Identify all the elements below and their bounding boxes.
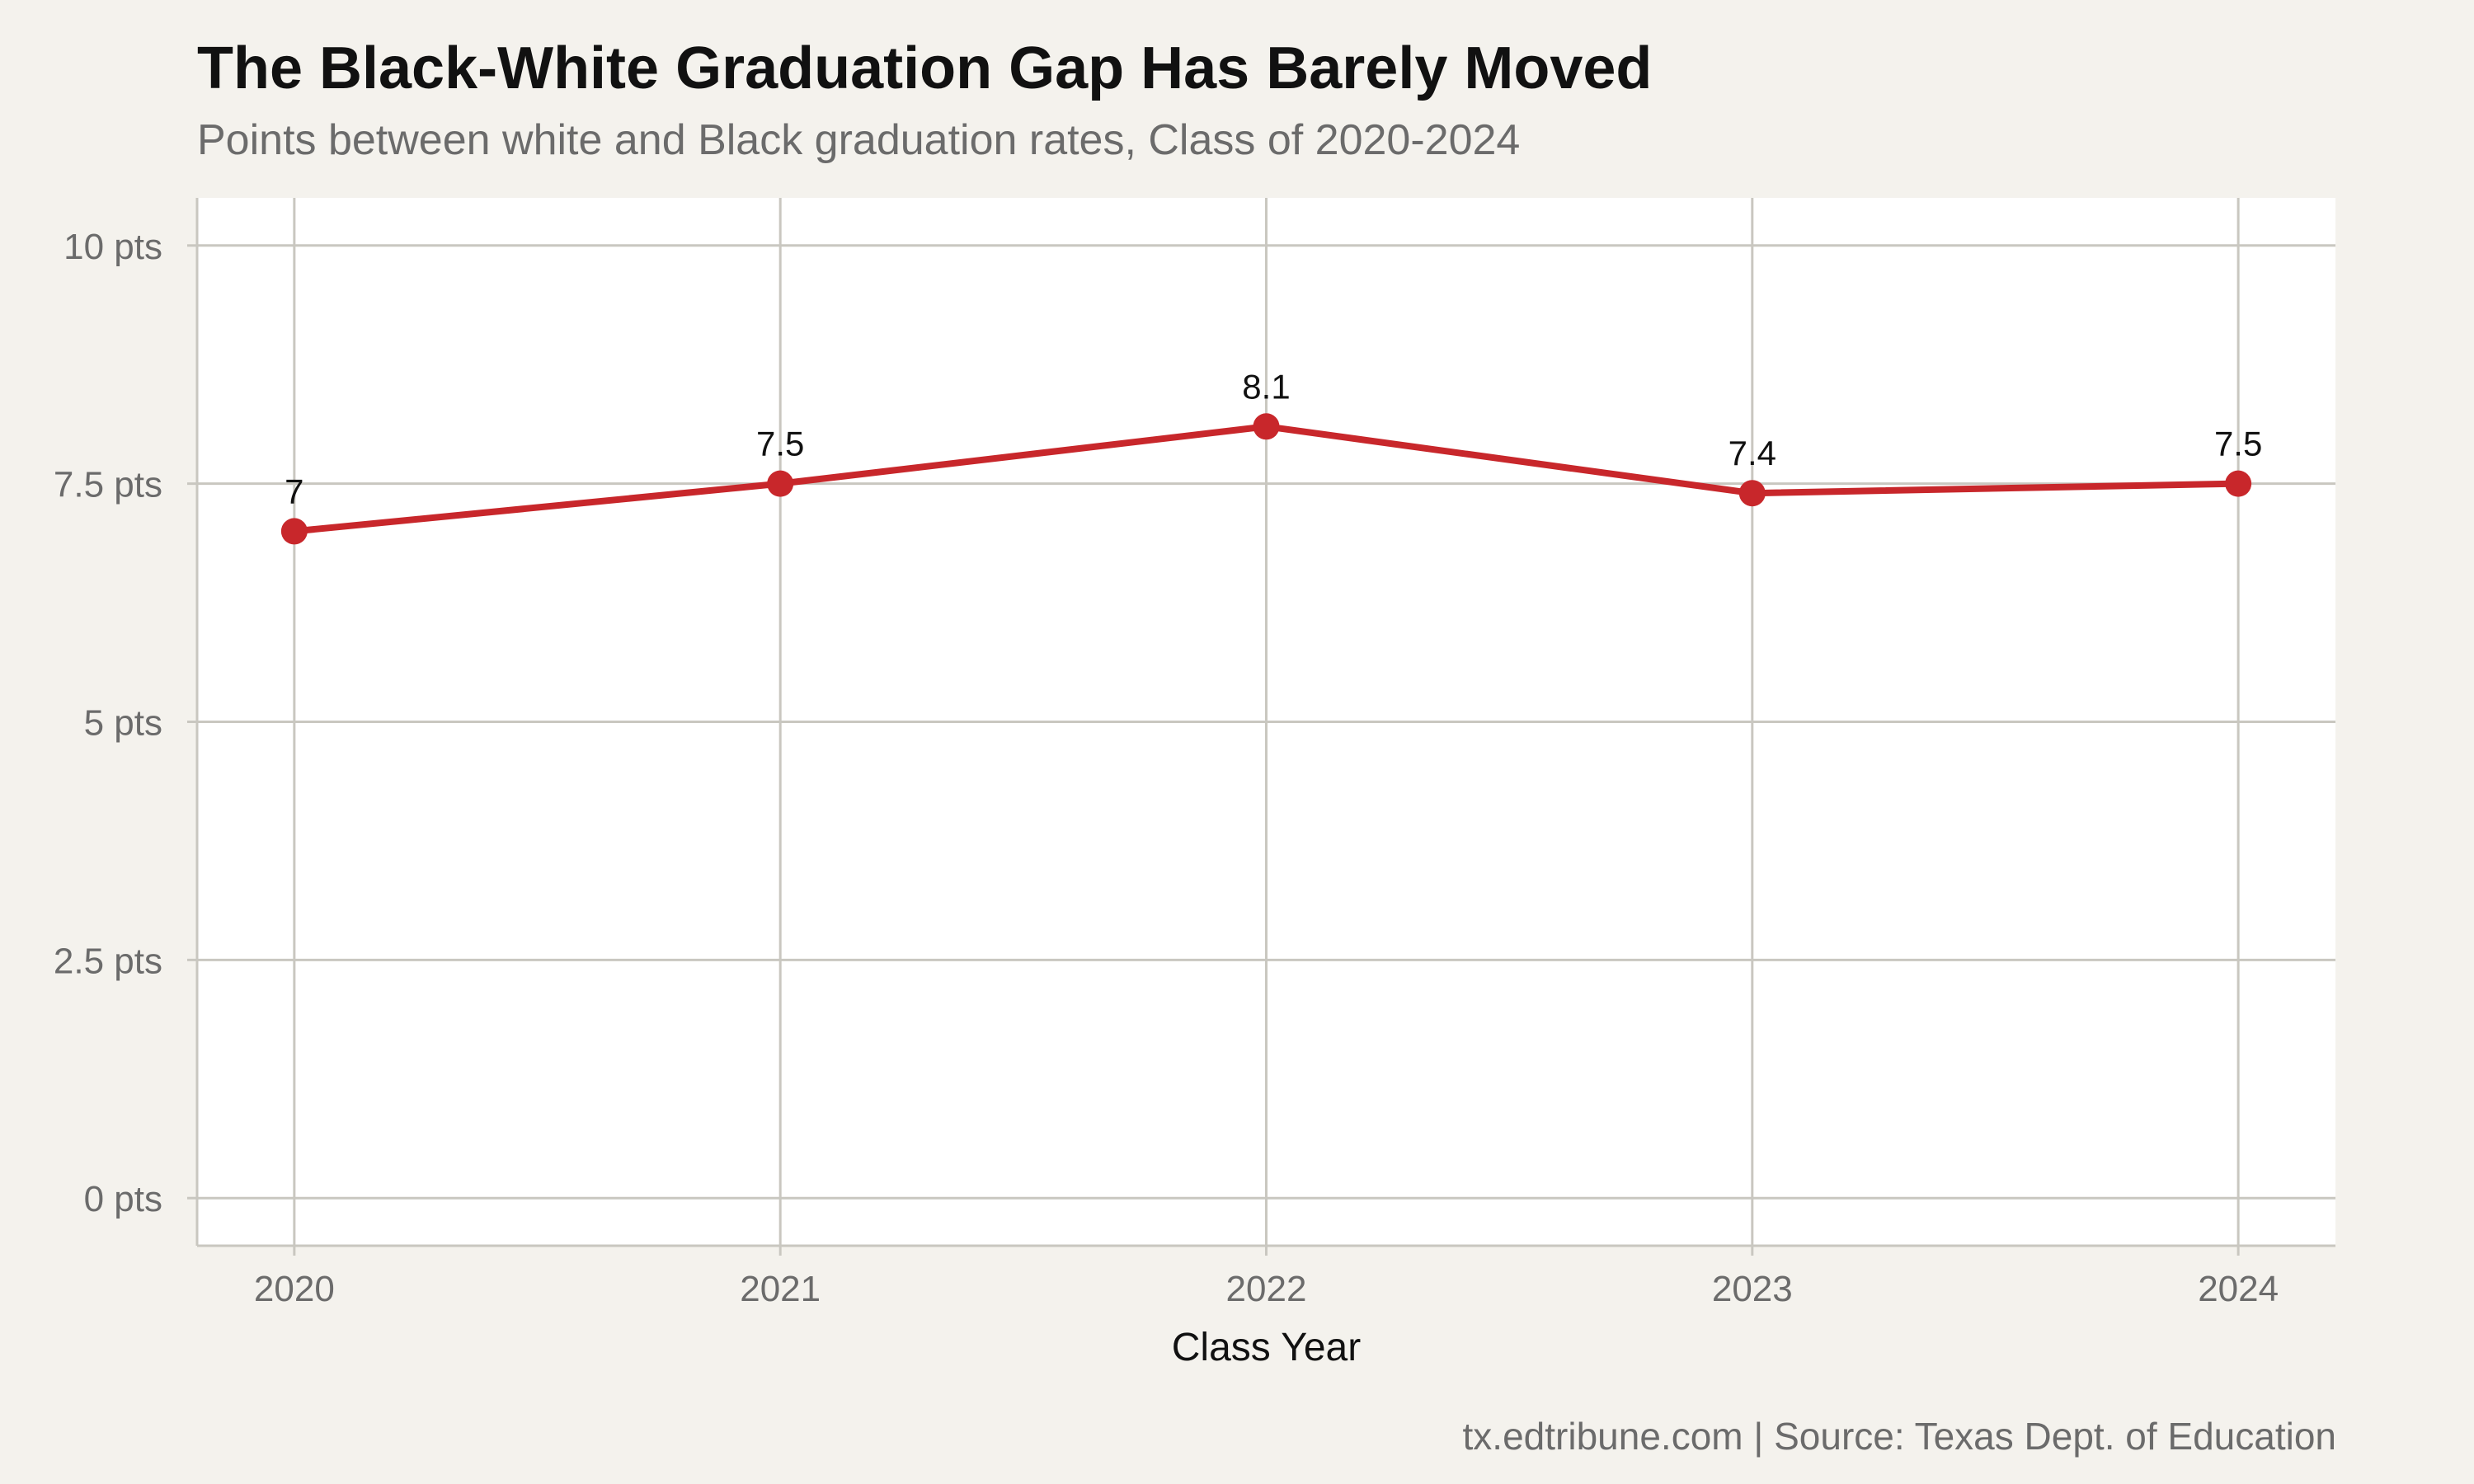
axes bbox=[187, 198, 2335, 1256]
chart-title: The Black-White Graduation Gap Has Barel… bbox=[197, 35, 1653, 101]
x-tick-label: 2022 bbox=[1226, 1269, 1307, 1309]
data-point bbox=[2225, 470, 2252, 497]
data-point bbox=[767, 470, 794, 497]
x-tick-label: 2024 bbox=[2198, 1269, 2279, 1309]
data-labels: 7 7.5 8.1 7.4 7.5 bbox=[285, 367, 2262, 510]
y-tick-label: 5 pts bbox=[84, 703, 162, 744]
data-point bbox=[280, 518, 308, 545]
x-tick-label: 2023 bbox=[1712, 1269, 1793, 1309]
chart-subtitle: Points between white and Black graduatio… bbox=[197, 116, 1521, 164]
data-point bbox=[1253, 413, 1280, 440]
source-caption: tx.edtribune.com | Source: Texas Dept. o… bbox=[1462, 1415, 2336, 1458]
data-label: 7.5 bbox=[756, 425, 804, 463]
x-tick-label: 2020 bbox=[254, 1269, 335, 1309]
data-label: 7 bbox=[285, 472, 303, 510]
data-point bbox=[1738, 480, 1766, 507]
data-label: 8.1 bbox=[1242, 367, 1290, 406]
data-label: 7.4 bbox=[1729, 434, 1776, 472]
y-tick-label: 2.5 pts bbox=[54, 941, 162, 981]
data-series bbox=[280, 413, 2252, 545]
grid-lines bbox=[197, 198, 2335, 1246]
x-axis-title: Class Year bbox=[1172, 1326, 1361, 1369]
tick-labels: 0 pts 2.5 pts 5 pts 7.5 pts 10 pts 2020 2021 20… bbox=[54, 227, 2279, 1309]
x-tick-label: 2021 bbox=[740, 1269, 821, 1309]
y-tick-label: 7.5 pts bbox=[54, 465, 162, 505]
y-tick-label: 10 pts bbox=[63, 227, 162, 267]
data-label: 7.5 bbox=[2214, 425, 2262, 463]
y-tick-label: 0 pts bbox=[84, 1179, 162, 1219]
